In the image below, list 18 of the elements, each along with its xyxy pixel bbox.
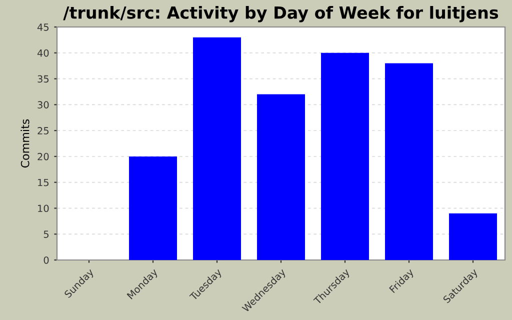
bar	[257, 94, 305, 260]
y-tick-label: 10	[38, 204, 49, 212]
y-tick-label: 40	[37, 49, 49, 57]
y-tick-label: 45	[37, 24, 49, 31]
y-tick-label: 35	[38, 75, 49, 83]
y-tick-label: 0	[44, 256, 49, 264]
bar	[321, 52, 369, 260]
y-tick-label: 20	[38, 152, 49, 160]
y-tick-label: 15	[38, 178, 49, 186]
bar	[129, 156, 177, 260]
bar	[449, 213, 497, 260]
bar	[385, 63, 433, 260]
y-tick-label: 25	[38, 127, 49, 134]
y-axis-title: Commits	[20, 119, 30, 168]
y-tick-label: 5	[44, 230, 49, 238]
bar	[193, 37, 241, 260]
y-tick-label: 30	[38, 101, 49, 108]
chart-title: /trunk/src: Activity by Day of Week for luitjens	[63, 6, 498, 22]
